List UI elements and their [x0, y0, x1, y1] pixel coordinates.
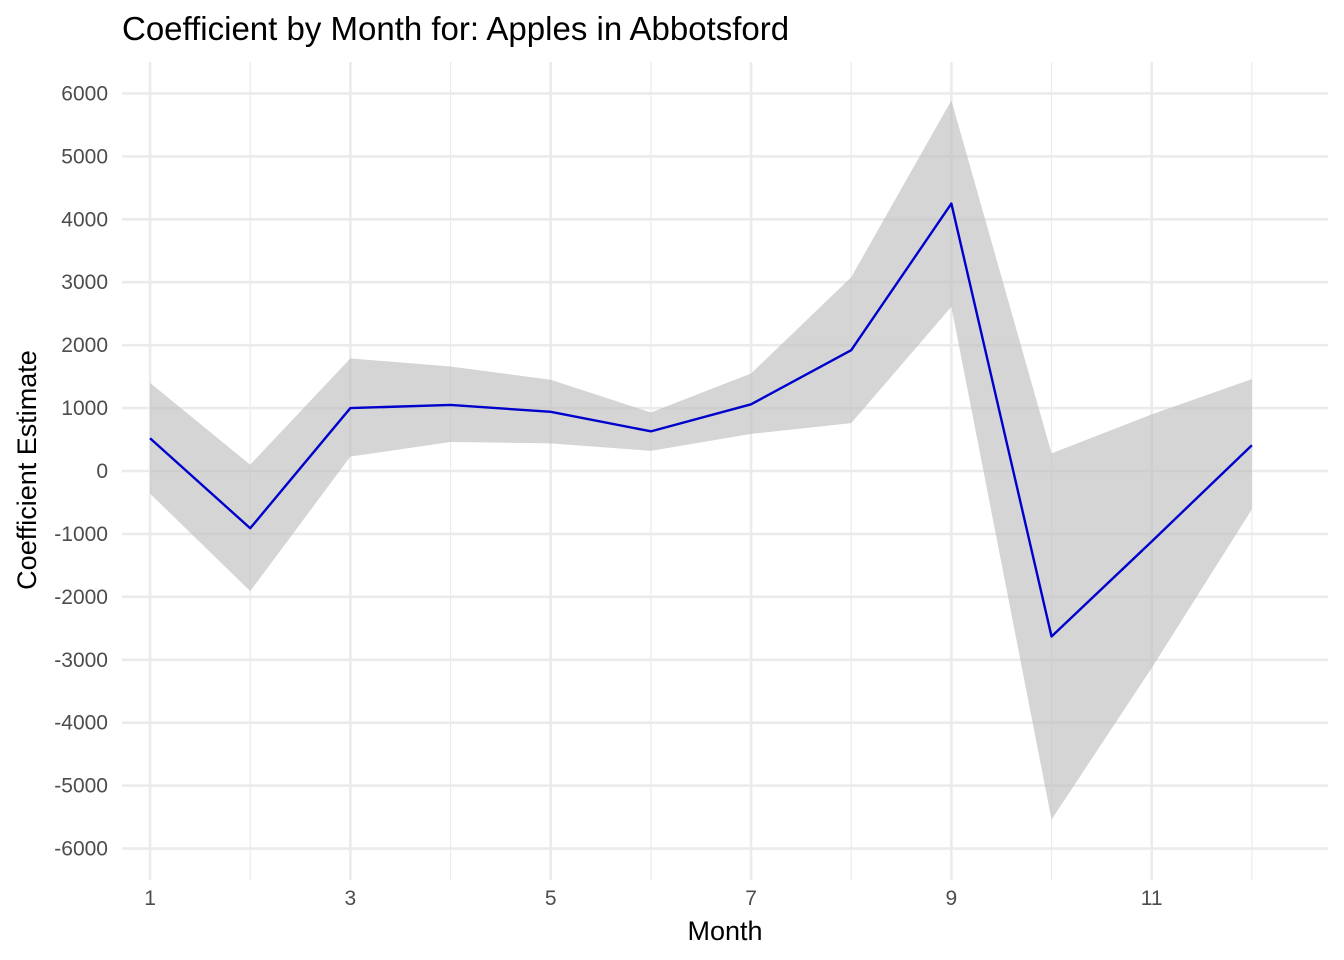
x-tick-label: 11 — [1141, 887, 1163, 910]
y-tick-label: 6000 — [61, 82, 108, 105]
data-point — [147, 435, 153, 441]
y-tick-label: -6000 — [54, 838, 108, 861]
x-axis-title: Month — [687, 916, 762, 946]
data-point — [1249, 442, 1255, 448]
data-point — [347, 405, 353, 411]
y-tick-label: 2000 — [61, 334, 108, 357]
y-tick-label: -1000 — [54, 523, 108, 546]
x-tick-label: 5 — [545, 887, 557, 910]
y-tick-label: 3000 — [61, 271, 108, 294]
y-tick-label: 0 — [96, 460, 108, 483]
y-tick-label: 5000 — [61, 145, 108, 168]
y-tick-label: -3000 — [54, 649, 108, 672]
data-point — [1149, 538, 1155, 544]
data-point — [848, 347, 854, 353]
coefficient-line — [149, 202, 1253, 638]
y-tick-label: 4000 — [61, 208, 108, 231]
y-tick-label: -4000 — [54, 712, 108, 735]
x-tick-label: 3 — [345, 887, 357, 910]
x-tick-label: 1 — [144, 887, 156, 910]
y-tick-label: -5000 — [54, 775, 108, 798]
data-point — [748, 401, 754, 407]
data-point — [948, 201, 954, 207]
x-axis-ticks: 1 3 5 7 9 11 — [144, 887, 1162, 910]
data-point — [247, 525, 253, 531]
chart-title: Coefficient by Month for: Apples in Abbo… — [122, 10, 789, 47]
data-point — [448, 402, 454, 408]
coefficient-line-layer — [147, 201, 1255, 639]
y-tick-label: -2000 — [54, 586, 108, 609]
data-point — [1049, 633, 1055, 639]
y-tick-label: 1000 — [61, 397, 108, 420]
y-axis-title: Coefficient Estimate — [12, 350, 42, 590]
x-tick-label: 9 — [946, 887, 958, 910]
confidence-ribbon-layer — [150, 100, 1252, 820]
y-axis-ticks: -6000 -5000 -4000 -3000 -2000 -1000 0 1000 2000 3… — [54, 82, 108, 860]
data-point — [648, 428, 654, 434]
grid-lines — [122, 62, 1328, 880]
confidence-ribbon — [150, 100, 1252, 820]
x-tick-label: 7 — [745, 887, 757, 910]
data-point — [548, 409, 554, 415]
